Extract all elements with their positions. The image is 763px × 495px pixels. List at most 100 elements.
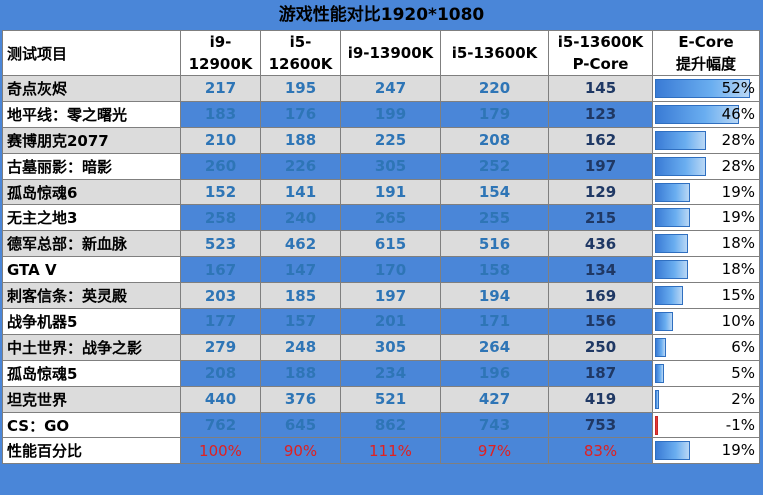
table-row: 无主之地3 258 240 265 255 215 19% <box>2 204 760 232</box>
data-cell: 234 <box>340 359 441 387</box>
data-cell: 208 <box>180 359 261 387</box>
data-cell: 197 <box>548 152 653 180</box>
data-cell: 419 <box>548 385 653 413</box>
data-cell: 154 <box>440 178 549 206</box>
data-cell: 194 <box>440 282 549 310</box>
data-cell: 158 <box>440 256 549 284</box>
data-cell: 436 <box>548 230 653 258</box>
data-cell: 111% <box>340 437 441 465</box>
game-name: GTA V <box>2 256 181 284</box>
table-row: 中土世界：战争之影 279 248 305 264 250 6% <box>2 333 760 361</box>
table-row: 孤岛惊魂5 208 188 234 196 187 5% <box>2 359 760 387</box>
data-cell: 208 <box>440 126 549 154</box>
data-cell: 195 <box>260 75 341 102</box>
data-cell: 264 <box>440 333 549 361</box>
header-i9-13900k: i9-13900K <box>340 30 441 76</box>
data-cell: 156 <box>548 308 653 335</box>
data-cell: 305 <box>340 152 441 180</box>
data-cell: 462 <box>260 230 341 258</box>
data-cell: 191 <box>340 178 441 206</box>
data-cell: 129 <box>548 178 653 206</box>
ecore-bar <box>655 312 673 332</box>
ecore-bar <box>655 208 690 228</box>
game-name: 刺客信条：英灵殿 <box>2 282 181 310</box>
data-cell: 147 <box>260 256 341 284</box>
game-name: 战争机器5 <box>2 308 181 335</box>
ecore-bar-cell: 52% <box>652 75 760 102</box>
data-cell: 145 <box>548 75 653 102</box>
data-cell: 187 <box>548 359 653 387</box>
data-cell: 199 <box>340 100 441 128</box>
table-row: 古墓丽影：暗影 260 226 305 252 197 28% <box>2 152 760 180</box>
ecore-percent-label: 6% <box>731 337 755 356</box>
table-row: 赛博朋克2077 210 188 225 208 162 28% <box>2 126 760 154</box>
summary-row: 性能百分比 100% 90% 111% 97% 83% 19% <box>2 437 760 465</box>
header-ecore-line1: E-Core <box>678 33 734 51</box>
data-cell: 258 <box>180 204 261 232</box>
header-row: 测试项目 i9-12900K i5-12600K i9-13900K i5-13… <box>2 30 760 76</box>
ecore-bar <box>655 156 706 176</box>
data-cell: 252 <box>440 152 549 180</box>
data-cell: 762 <box>180 411 261 439</box>
ecore-bar-cell: 46% <box>652 100 760 128</box>
data-cell: 215 <box>548 204 653 232</box>
game-name: 孤岛惊魂5 <box>2 359 181 387</box>
data-cell: 247 <box>340 75 441 102</box>
data-cell: 183 <box>180 100 261 128</box>
table-row: 战争机器5 177 157 201 171 156 10% <box>2 308 760 335</box>
data-cell: 220 <box>440 75 549 102</box>
ecore-bar-cell: 19% <box>652 178 760 206</box>
data-cell: 615 <box>340 230 441 258</box>
data-cell: 134 <box>548 256 653 284</box>
ecore-percent-label: 28% <box>721 130 755 149</box>
data-cell: 226 <box>260 152 341 180</box>
data-cell: 440 <box>180 385 261 413</box>
ecore-bar <box>655 130 706 150</box>
ecore-percent-label: 19% <box>721 441 755 460</box>
ecore-bar <box>655 79 750 98</box>
header-i5-13600k: i5-13600K <box>440 30 549 76</box>
ecore-bar <box>655 363 664 383</box>
ecore-bar-cell: 19% <box>652 437 760 465</box>
ecore-bar-cell: 28% <box>652 126 760 154</box>
game-name: 坦克世界 <box>2 385 181 413</box>
ecore-bar-cell: 2% <box>652 385 760 413</box>
table-row: CS：GO 762 645 862 743 753 -1% <box>2 411 760 439</box>
ecore-bar <box>655 441 690 461</box>
performance-table: 测试项目 i9-12900K i5-12600K i9-13900K i5-13… <box>2 30 760 465</box>
data-cell: 376 <box>260 385 341 413</box>
data-cell: 177 <box>180 308 261 335</box>
data-cell: 157 <box>260 308 341 335</box>
game-name: 无主之地3 <box>2 204 181 232</box>
data-cell: 217 <box>180 75 261 102</box>
data-cell: 523 <box>180 230 261 258</box>
data-cell: 201 <box>340 308 441 335</box>
ecore-bar-cell: 18% <box>652 256 760 284</box>
header-i5-13600k-pcore: i5-13600K P-Core <box>548 30 653 76</box>
table-row: 孤岛惊魂6 152 141 191 154 129 19% <box>2 178 760 206</box>
data-cell: 305 <box>340 333 441 361</box>
game-name: 地平线：零之曙光 <box>2 100 181 128</box>
ecore-bar-cell: 19% <box>652 204 760 232</box>
ecore-percent-label: 46% <box>721 104 755 123</box>
data-cell: 179 <box>440 100 549 128</box>
ecore-bar <box>655 337 666 357</box>
table-row: 地平线：零之曙光 183 176 199 179 123 46% <box>2 100 760 128</box>
ecore-bar-cell: 28% <box>652 152 760 180</box>
data-cell: 203 <box>180 282 261 310</box>
ecore-percent-label: 10% <box>721 312 755 331</box>
data-cell: 170 <box>340 256 441 284</box>
data-cell: 176 <box>260 100 341 128</box>
game-name: 赛博朋克2077 <box>2 126 181 154</box>
ecore-percent-label: 52% <box>721 79 755 97</box>
ecore-percent-label: 28% <box>721 156 755 175</box>
header-i9-12900k: i9-12900K <box>180 30 261 76</box>
header-ecore-gain: E-Core 提升幅度 <box>652 30 760 76</box>
data-cell: 100% <box>180 437 261 465</box>
game-name: 德军总部：新血脉 <box>2 230 181 258</box>
footer-bar <box>0 467 763 495</box>
ecore-bar-cell: 10% <box>652 308 760 335</box>
ecore-percent-label: 19% <box>721 182 755 201</box>
table-row: 德军总部：新血脉 523 462 615 516 436 18% <box>2 230 760 258</box>
